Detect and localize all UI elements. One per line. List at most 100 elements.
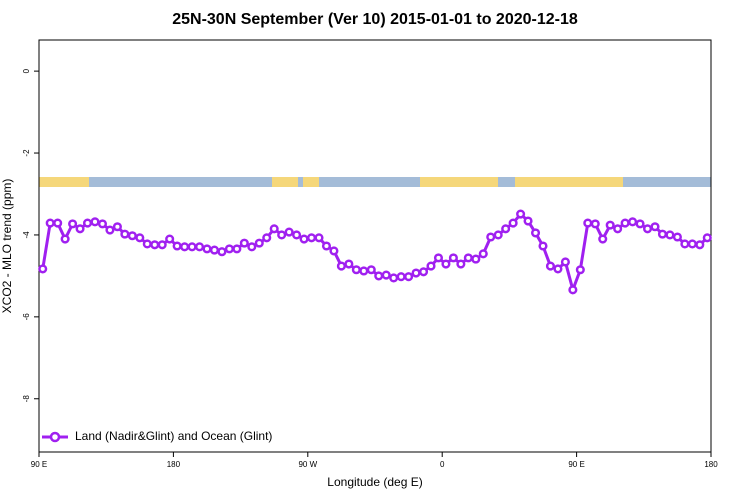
data-point <box>486 232 496 242</box>
plot-frame <box>38 39 712 453</box>
data-point <box>157 240 167 250</box>
x-tick-label: 180 <box>167 460 181 469</box>
data-point <box>254 238 264 248</box>
data-point <box>336 261 346 271</box>
data-point <box>650 222 660 232</box>
data-point <box>374 271 384 281</box>
data-point <box>180 242 190 252</box>
x-tick-label: 180 <box>704 460 718 469</box>
data-point <box>262 233 272 243</box>
data-point <box>202 244 212 254</box>
legend-label: Land (Nadir&Glint) and Ocean (Glint) <box>75 429 272 443</box>
data-point <box>292 230 302 240</box>
x-tick-label: 90 W <box>298 460 317 469</box>
y-tick-label: -6 <box>22 313 31 321</box>
y-tick-label: -8 <box>22 395 31 403</box>
data-point <box>329 246 339 256</box>
data-point <box>389 273 399 283</box>
data-point <box>448 253 458 263</box>
data-point <box>665 230 675 240</box>
data-point <box>381 270 391 280</box>
data-point <box>680 239 690 249</box>
data-point <box>217 247 227 257</box>
y-tick-label: 0 <box>22 68 31 73</box>
data-point <box>351 265 361 275</box>
data-point <box>568 285 578 295</box>
data-point <box>247 242 257 252</box>
legend-marker <box>49 431 61 443</box>
data-point <box>553 264 563 274</box>
data-point <box>613 224 623 234</box>
x-tick-label: 90 E <box>31 460 47 469</box>
data-point <box>598 234 608 244</box>
data-point <box>441 259 451 269</box>
data-point <box>493 230 503 240</box>
data-point <box>635 219 645 229</box>
data-point <box>463 253 473 263</box>
data-point <box>135 233 145 243</box>
data-point <box>277 230 287 240</box>
data-point <box>672 232 682 242</box>
legend: Land (Nadir&Glint) and Ocean (Glint) <box>42 429 272 443</box>
data-point <box>516 209 526 219</box>
data-point <box>687 239 697 249</box>
data-point <box>239 238 249 248</box>
data-point <box>590 219 600 229</box>
chart-title: 25N-30N September (Ver 10) 2015-01-01 to… <box>172 11 578 28</box>
data-point <box>530 228 541 238</box>
data-point <box>97 219 108 229</box>
data-point <box>426 261 436 271</box>
data-point <box>411 268 421 278</box>
data-point <box>583 218 593 228</box>
data-point <box>299 234 309 244</box>
data-point <box>187 242 197 252</box>
data-point <box>112 222 122 232</box>
data-point <box>284 227 294 237</box>
y-axis-label: XCO2 - MLO trend (ppm) <box>0 179 14 314</box>
data-point <box>538 241 548 251</box>
x-tick-label: 0 <box>440 460 445 469</box>
data-point <box>560 257 570 267</box>
data-point <box>404 272 414 282</box>
data-point <box>359 266 369 276</box>
data-point <box>433 253 444 263</box>
data-point <box>224 244 234 254</box>
data-point <box>523 216 533 226</box>
data-point <box>45 218 55 228</box>
data-point <box>60 234 70 244</box>
data-point <box>172 241 182 251</box>
data-point <box>105 225 115 235</box>
data-point <box>478 249 488 259</box>
y-tick-label: -4 <box>22 231 31 239</box>
data-point <box>642 224 653 234</box>
data-point <box>38 264 48 274</box>
data-point <box>508 218 518 228</box>
data-point <box>695 240 705 250</box>
data-point <box>501 224 511 234</box>
data-point <box>314 233 324 243</box>
data-point <box>75 224 85 234</box>
data-point <box>194 242 205 252</box>
data-point <box>366 265 376 275</box>
data-point <box>232 244 242 254</box>
data-point <box>418 267 429 277</box>
data-point <box>306 233 317 243</box>
x-tick-label: 90 E <box>568 460 584 469</box>
data-point <box>575 265 585 275</box>
data-point <box>68 219 78 229</box>
data-point <box>456 259 466 269</box>
data-point <box>620 218 630 228</box>
data-point <box>605 220 615 230</box>
data-point <box>150 240 160 250</box>
land-ocean-strip <box>39 177 711 187</box>
data-point <box>127 231 137 241</box>
data-point <box>657 229 668 239</box>
data-point <box>344 259 354 269</box>
data-point <box>628 217 638 227</box>
x-axis-label: Longitude (deg E) <box>327 475 422 489</box>
data-point <box>82 218 93 228</box>
data-point <box>90 217 100 227</box>
data-point <box>120 229 130 239</box>
data-point <box>142 239 152 249</box>
